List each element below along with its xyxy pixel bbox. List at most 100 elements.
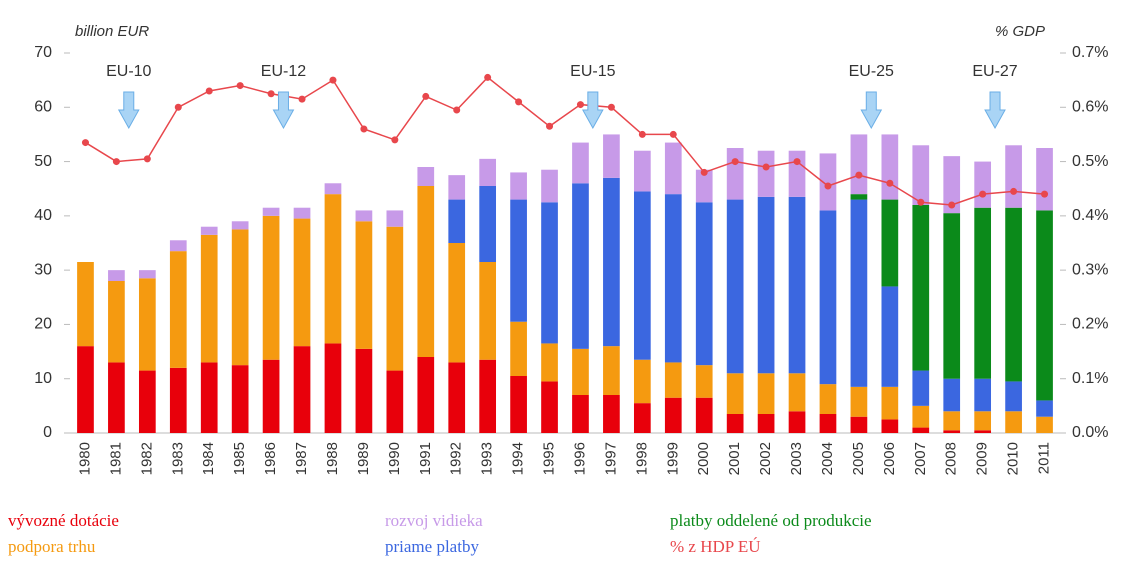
line-marker: [700, 168, 708, 176]
bar-segment: [262, 215, 280, 360]
bar-segment: [695, 365, 713, 398]
bar-segment: [603, 134, 620, 178]
y-tick-label: 50: [34, 153, 52, 170]
x-tick-label: 2011: [1036, 442, 1053, 474]
line-marker: [948, 201, 956, 209]
bar-segment: [912, 205, 930, 371]
x-tick-label: 1980: [76, 442, 93, 475]
bar-segment: [231, 221, 249, 230]
bar-segment: [293, 346, 311, 433]
bar-segment: [819, 210, 837, 385]
bar-segment: [108, 270, 125, 281]
bar-segment: [262, 207, 280, 216]
line-marker: [607, 103, 615, 111]
x-tick-label: 2008: [943, 442, 960, 475]
bar-segment: [912, 405, 930, 428]
line-marker: [917, 198, 925, 206]
x-tick-label: 1987: [293, 442, 310, 475]
bar-segment: [664, 397, 682, 433]
bar-segment: [974, 411, 992, 431]
bar-segment: [1005, 411, 1022, 433]
annotation: EU-27: [972, 63, 1017, 80]
line-marker: [638, 130, 646, 138]
x-tick-label: 2006: [881, 442, 898, 475]
y2-tick-label: 0.0%: [1072, 424, 1108, 441]
annotation-arrow: [984, 91, 1006, 130]
y2-axis-label: % GDP: [995, 23, 1045, 40]
x-tick-label: 2003: [788, 442, 805, 475]
x-tick-label: 1983: [169, 442, 186, 475]
bar-segment: [169, 240, 187, 252]
x-tick-label: 2007: [912, 442, 929, 475]
x-tick-label: 1990: [386, 442, 403, 475]
legend-entry: priame platby: [385, 537, 479, 556]
bar-segment: [417, 167, 435, 186]
x-tick-label: 2010: [1005, 442, 1022, 475]
bar-segment: [510, 321, 527, 376]
bar-segment: [1036, 416, 1053, 433]
line-marker: [515, 98, 523, 106]
bar-segment: [510, 376, 527, 433]
annotation-arrow: [860, 91, 883, 130]
bar-segment: [1036, 210, 1053, 401]
bar-segment: [448, 175, 466, 200]
bar-segment: [943, 430, 961, 433]
line-marker: [329, 76, 337, 84]
x-tick-label: 1989: [355, 442, 372, 475]
bar-segment: [850, 199, 868, 387]
bar-segment: [633, 191, 651, 360]
bar-segment: [355, 348, 373, 433]
line-marker: [762, 163, 770, 171]
bar-segment: [541, 202, 558, 344]
bar-segment: [108, 281, 125, 363]
bar-segment: [881, 286, 899, 387]
y2-tick-label: 0.7%: [1072, 44, 1108, 61]
bar-segment: [324, 194, 342, 344]
bar-segment: [1005, 207, 1022, 382]
bar-segment: [200, 234, 218, 363]
line-marker: [81, 139, 89, 147]
chart-background: [0, 0, 1125, 505]
bar-segment: [912, 370, 930, 406]
line-marker: [112, 158, 120, 166]
bar-segment: [943, 156, 961, 214]
bar-segment: [757, 373, 775, 414]
bar-segment: [974, 378, 992, 412]
bar-segment: [633, 150, 651, 192]
bar-segment: [169, 251, 187, 368]
line-marker: [855, 171, 863, 179]
line-marker: [1010, 187, 1018, 195]
line-marker: [422, 92, 430, 100]
bar-segment: [108, 362, 125, 433]
bar-segment: [262, 359, 280, 433]
y-tick-label: 70: [34, 44, 52, 61]
bar-segment: [541, 381, 558, 433]
bar-segment: [695, 397, 713, 433]
x-tick-label: 2000: [695, 442, 712, 475]
bar-segment: [572, 142, 589, 184]
legend-entry: podpora trhu: [8, 537, 96, 556]
bar-segment: [572, 348, 589, 395]
y2-tick-label: 0.1%: [1072, 370, 1108, 387]
bar-segment: [881, 199, 899, 287]
bar-segment: [231, 365, 249, 433]
line-marker: [143, 155, 151, 163]
x-tick-label: 1997: [602, 442, 619, 475]
line-marker: [298, 95, 306, 103]
bar-segment: [664, 194, 682, 363]
line-marker: [236, 82, 244, 90]
y-tick-label: 60: [34, 99, 52, 116]
bar-segment: [633, 359, 651, 404]
bar-segment: [943, 213, 961, 379]
line-marker: [205, 87, 213, 95]
line-marker: [360, 125, 368, 133]
bar-segment: [138, 278, 156, 371]
line-marker: [1041, 190, 1049, 198]
bar-segment: [757, 150, 775, 197]
bar-segment: [726, 414, 744, 433]
line-marker: [391, 136, 399, 144]
bar-segment: [200, 362, 218, 433]
annotation: EU-15: [570, 63, 615, 80]
x-tick-label: 1998: [633, 442, 650, 475]
